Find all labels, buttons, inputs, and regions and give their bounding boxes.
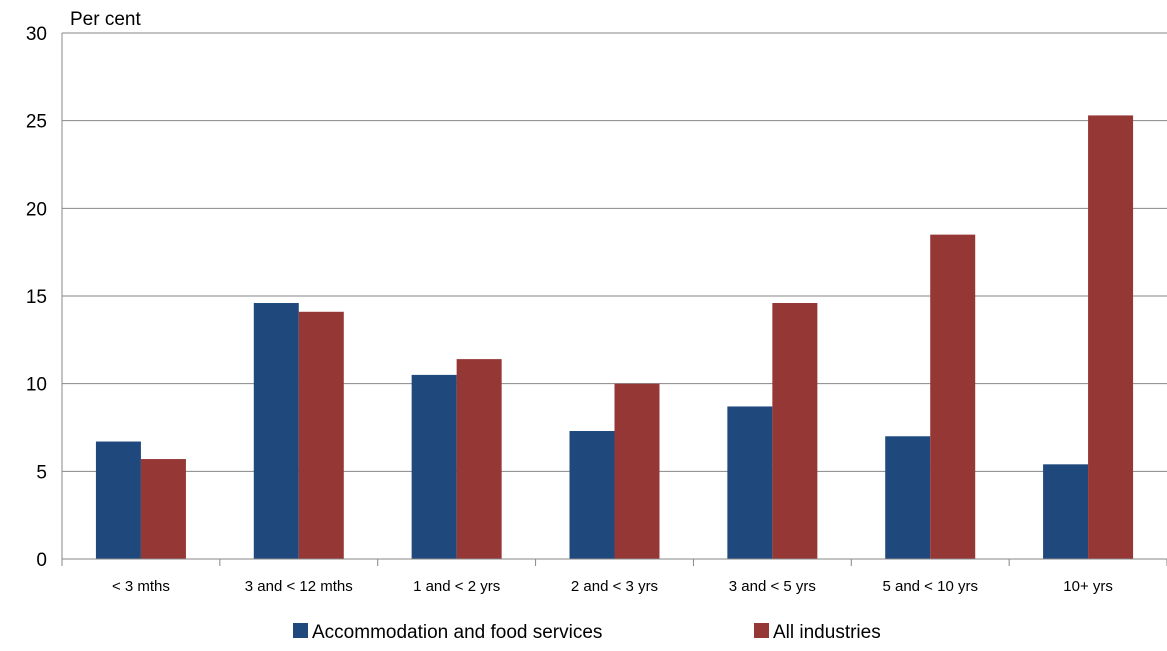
x-tick-label: 2 and < 3 yrs [571, 578, 658, 595]
bar-all-industries [456, 359, 502, 559]
x-tick-label: 3 and < 12 mths [245, 578, 353, 595]
x-tick-label: 5 and < 10 yrs [882, 578, 977, 595]
bar-all-industries [930, 234, 976, 559]
x-tick-label: < 3 mths [112, 578, 170, 595]
legend-label: All industries [773, 622, 881, 643]
bar-all-industries [772, 303, 818, 559]
y-tick-label: 10 [26, 375, 47, 396]
bar-accommodation [411, 374, 457, 559]
bar-accommodation [95, 441, 141, 559]
y-tick-label: 0 [36, 550, 47, 571]
y-tick-label: 25 [26, 112, 47, 133]
y-tick-label: 20 [26, 199, 47, 220]
axes: Per cent 0 5 10 15 20 25 30 < 3 mths 3 and < 12 … [26, 9, 1167, 595]
bar-accommodation [569, 431, 615, 559]
bar-all-industries [614, 383, 660, 559]
x-tick-label: 10+ yrs [1063, 578, 1113, 595]
legend-swatch [754, 623, 769, 638]
y-tick-label: 30 [26, 24, 47, 45]
legend-swatch [293, 623, 308, 638]
bar-all-industries [298, 311, 344, 559]
bar-all-industries [140, 459, 186, 559]
x-tick-label: 1 and < 2 yrs [413, 578, 500, 595]
bar-accommodation [1043, 464, 1089, 559]
bars [95, 115, 1134, 559]
bar-accommodation [727, 406, 773, 559]
legend: Accommodation and food services All indus… [293, 622, 881, 643]
gridlines [62, 32, 1167, 472]
legend-label: Accommodation and food services [312, 622, 602, 643]
bar-all-industries [1088, 115, 1134, 559]
y-tick-label: 15 [26, 287, 47, 308]
bar-accommodation [253, 303, 299, 559]
y-axis-title: Per cent [70, 9, 141, 30]
bar-accommodation [885, 436, 931, 559]
x-tick-label: 3 and < 5 yrs [729, 578, 816, 595]
y-tick-label: 5 [36, 462, 47, 483]
